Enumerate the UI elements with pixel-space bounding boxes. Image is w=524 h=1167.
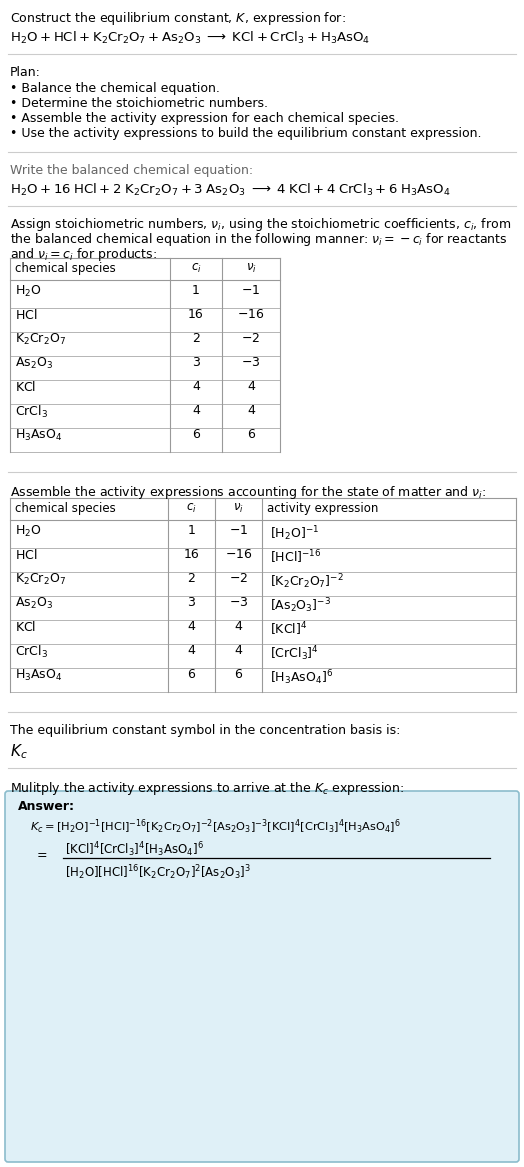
Text: $[\mathrm{KCl}]^{4}$: $[\mathrm{KCl}]^{4}$ (270, 620, 307, 637)
Text: $\mathrm{H_2O + 16\; HCl + 2\; K_2Cr_2O_7 + 3\; As_2O_3}\;\longrightarrow\;\math: $\mathrm{H_2O + 16\; HCl + 2\; K_2Cr_2O_… (10, 182, 451, 198)
Text: $-16$: $-16$ (237, 308, 265, 321)
Text: $\nu_i$: $\nu_i$ (246, 263, 256, 275)
Text: $[\mathrm{As_2O_3}]^{-3}$: $[\mathrm{As_2O_3}]^{-3}$ (270, 596, 331, 615)
Text: $K_c = [\mathrm{H_2O}]^{-1}[\mathrm{HCl}]^{-16}[\mathrm{K_2Cr_2O_7}]^{-2}[\mathr: $K_c = [\mathrm{H_2O}]^{-1}[\mathrm{HCl}… (30, 818, 401, 837)
Text: 4: 4 (247, 380, 255, 393)
Text: $-3$: $-3$ (229, 596, 248, 609)
Text: Write the balanced chemical equation:: Write the balanced chemical equation: (10, 165, 253, 177)
Text: $[\mathrm{H_2O}][\mathrm{HCl}]^{16}[\mathrm{K_2Cr_2O_7}]^{2}[\mathrm{As_2O_3}]^{: $[\mathrm{H_2O}][\mathrm{HCl}]^{16}[\mat… (65, 864, 251, 882)
Text: 3: 3 (192, 356, 200, 369)
Text: 6: 6 (188, 668, 195, 682)
Text: $[\mathrm{HCl}]^{-16}$: $[\mathrm{HCl}]^{-16}$ (270, 548, 321, 566)
Text: 2: 2 (188, 572, 195, 585)
Text: • Assemble the activity expression for each chemical species.: • Assemble the activity expression for e… (10, 112, 399, 125)
Text: Construct the equilibrium constant, $K$, expression for:: Construct the equilibrium constant, $K$,… (10, 11, 346, 27)
Text: 4: 4 (188, 620, 195, 633)
Text: $\mathrm{HCl}$: $\mathrm{HCl}$ (15, 308, 37, 322)
Text: 4: 4 (247, 404, 255, 417)
Text: • Balance the chemical equation.: • Balance the chemical equation. (10, 82, 220, 95)
Text: Plan:: Plan: (10, 67, 41, 79)
Text: Assemble the activity expressions accounting for the state of matter and $\nu_i$: Assemble the activity expressions accoun… (10, 484, 486, 501)
Text: 3: 3 (188, 596, 195, 609)
Text: Answer:: Answer: (18, 801, 75, 813)
Text: 1: 1 (192, 284, 200, 296)
Text: activity expression: activity expression (267, 502, 378, 515)
Text: $\mathrm{H_3AsO_4}$: $\mathrm{H_3AsO_4}$ (15, 428, 62, 443)
Text: $-3$: $-3$ (241, 356, 261, 369)
Text: 6: 6 (192, 428, 200, 441)
Text: and $\nu_i = c_i$ for products:: and $\nu_i = c_i$ for products: (10, 246, 157, 263)
Text: 4: 4 (235, 644, 243, 657)
Text: $\mathrm{KCl}$: $\mathrm{KCl}$ (15, 620, 36, 634)
Text: 2: 2 (192, 331, 200, 345)
Text: 1: 1 (188, 524, 195, 537)
Text: 6: 6 (235, 668, 243, 682)
Text: 4: 4 (192, 404, 200, 417)
Text: $\mathrm{H_2O}$: $\mathrm{H_2O}$ (15, 524, 41, 539)
FancyBboxPatch shape (5, 791, 519, 1162)
Text: $c_i$: $c_i$ (191, 263, 201, 275)
Text: $-2$: $-2$ (229, 572, 248, 585)
Text: Mulitply the activity expressions to arrive at the $K_c$ expression:: Mulitply the activity expressions to arr… (10, 780, 405, 797)
Text: • Determine the stoichiometric numbers.: • Determine the stoichiometric numbers. (10, 97, 268, 110)
Text: $\mathrm{CrCl_3}$: $\mathrm{CrCl_3}$ (15, 404, 48, 420)
Text: • Use the activity expressions to build the equilibrium constant expression.: • Use the activity expressions to build … (10, 127, 482, 140)
Text: $K_c$: $K_c$ (10, 742, 28, 761)
Text: $\mathrm{K_2Cr_2O_7}$: $\mathrm{K_2Cr_2O_7}$ (15, 572, 66, 587)
Text: $\nu_i$: $\nu_i$ (233, 502, 244, 515)
Text: chemical species: chemical species (15, 263, 116, 275)
Text: 6: 6 (247, 428, 255, 441)
Text: $-1$: $-1$ (242, 284, 260, 296)
Text: $\mathrm{H_2O}$: $\mathrm{H_2O}$ (15, 284, 41, 299)
Text: 4: 4 (188, 644, 195, 657)
Text: $\mathrm{CrCl_3}$: $\mathrm{CrCl_3}$ (15, 644, 48, 661)
Text: $[\mathrm{KCl}]^{4}[\mathrm{CrCl_3}]^{4}[\mathrm{H_3AsO_4}]^{6}$: $[\mathrm{KCl}]^{4}[\mathrm{CrCl_3}]^{4}… (65, 840, 204, 859)
Text: $[\mathrm{H_2O}]^{-1}$: $[\mathrm{H_2O}]^{-1}$ (270, 524, 319, 543)
Text: $\mathrm{HCl}$: $\mathrm{HCl}$ (15, 548, 37, 562)
Text: $c_i$: $c_i$ (186, 502, 197, 515)
Text: Assign stoichiometric numbers, $\nu_i$, using the stoichiometric coefficients, $: Assign stoichiometric numbers, $\nu_i$, … (10, 216, 511, 233)
Text: $[\mathrm{CrCl_3}]^{4}$: $[\mathrm{CrCl_3}]^{4}$ (270, 644, 319, 663)
Text: $\mathrm{H_3AsO_4}$: $\mathrm{H_3AsO_4}$ (15, 668, 62, 683)
Text: $\mathrm{H_2O + HCl + K_2Cr_2O_7 + As_2O_3}\;\longrightarrow\;\mathrm{KCl + CrCl: $\mathrm{H_2O + HCl + K_2Cr_2O_7 + As_2O… (10, 30, 370, 47)
Text: $-1$: $-1$ (229, 524, 248, 537)
Text: $=$: $=$ (34, 847, 48, 860)
Text: $\mathrm{K_2Cr_2O_7}$: $\mathrm{K_2Cr_2O_7}$ (15, 331, 66, 347)
Text: 4: 4 (192, 380, 200, 393)
Text: $\mathrm{KCl}$: $\mathrm{KCl}$ (15, 380, 36, 394)
Text: $\mathrm{As_2O_3}$: $\mathrm{As_2O_3}$ (15, 356, 53, 371)
Text: chemical species: chemical species (15, 502, 116, 515)
Text: the balanced chemical equation in the following manner: $\nu_i = -c_i$ for react: the balanced chemical equation in the fo… (10, 231, 507, 249)
Text: 16: 16 (188, 308, 204, 321)
Text: $\mathrm{As_2O_3}$: $\mathrm{As_2O_3}$ (15, 596, 53, 612)
Text: 16: 16 (183, 548, 199, 561)
Text: The equilibrium constant symbol in the concentration basis is:: The equilibrium constant symbol in the c… (10, 724, 400, 738)
Text: $[\mathrm{K_2Cr_2O_7}]^{-2}$: $[\mathrm{K_2Cr_2O_7}]^{-2}$ (270, 572, 344, 591)
Text: $-2$: $-2$ (242, 331, 260, 345)
Text: $-16$: $-16$ (225, 548, 252, 561)
Text: $[\mathrm{H_3AsO_4}]^{6}$: $[\mathrm{H_3AsO_4}]^{6}$ (270, 668, 333, 686)
Text: 4: 4 (235, 620, 243, 633)
